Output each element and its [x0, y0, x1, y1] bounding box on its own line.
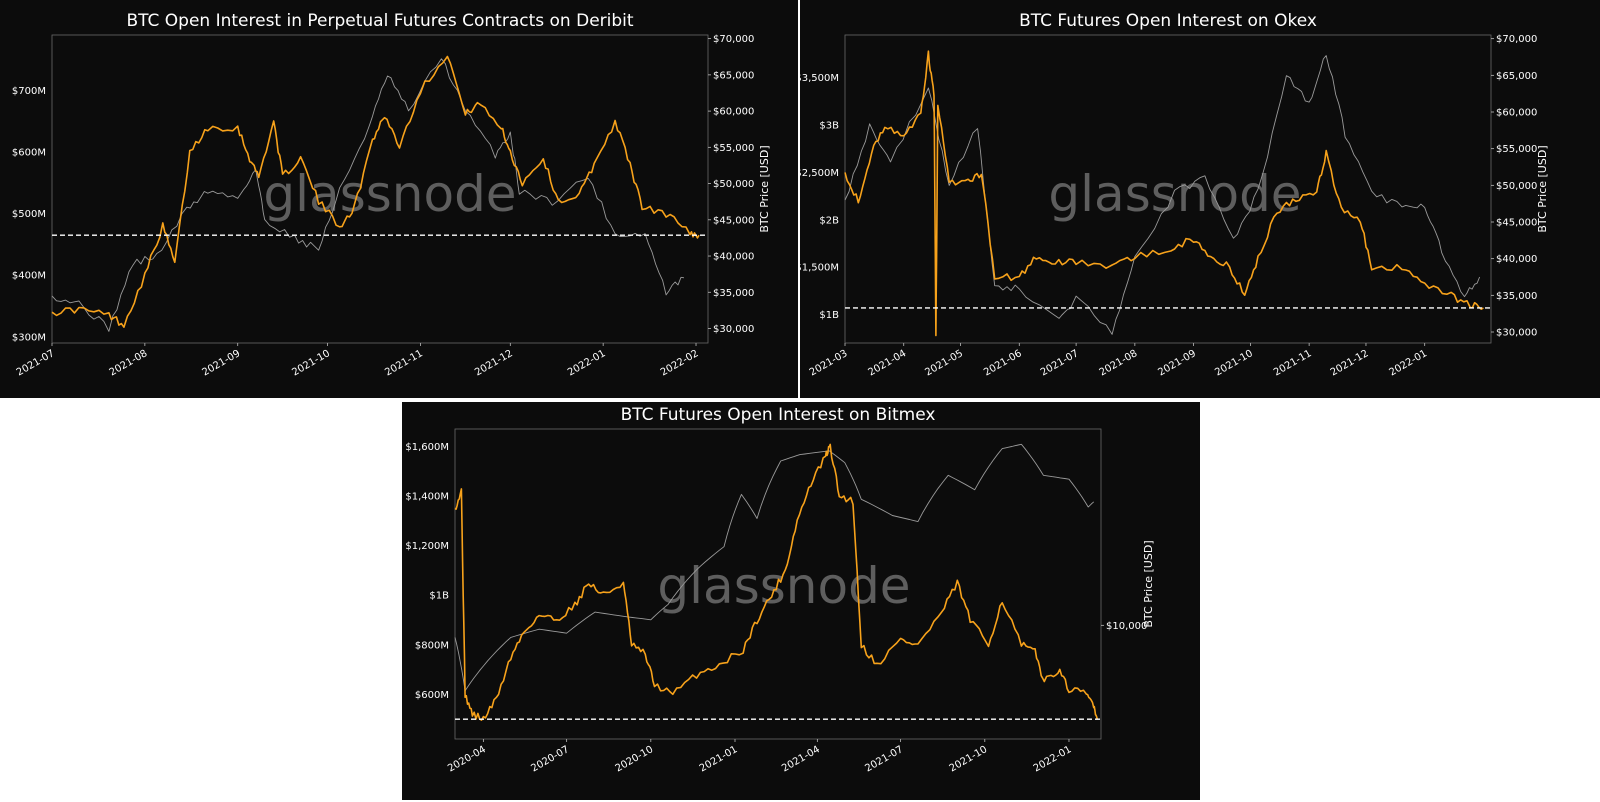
- left-tick-label: $3,500M: [800, 73, 839, 84]
- x-tick-label: 2021-06: [982, 348, 1024, 378]
- chart-title: BTC Futures Open Interest on Okex: [1019, 11, 1317, 31]
- x-tick-label: 2021-05: [923, 348, 965, 378]
- x-tick-label: 2021-08: [108, 348, 150, 378]
- right-tick-label: $55,000: [713, 143, 754, 154]
- btc-price-line: [454, 443, 1095, 692]
- right-tick-label: $40,000: [713, 252, 754, 263]
- chart-svg: BTC Open Interest in Perpetual Futures C…: [12, 11, 771, 378]
- left-tick-label: $700M: [12, 86, 46, 97]
- right-tick-label: $70,000: [713, 34, 754, 45]
- right-tick-label: $40,000: [1496, 254, 1537, 265]
- x-tick-label: 2021-09: [201, 348, 243, 378]
- right-tick-label: $45,000: [713, 215, 754, 226]
- watermark-logo: glassnode: [657, 557, 910, 615]
- left-tick-label: $1B: [819, 310, 839, 321]
- x-tick-label: 2021-08: [1098, 348, 1140, 378]
- left-tick-label: $1,400M: [405, 491, 449, 502]
- plot-frame: [51, 34, 709, 344]
- left-tick-label: $1B: [429, 591, 449, 602]
- right-axis-label: BTC Price [USD]: [1142, 540, 1155, 627]
- x-tick-label: 2021-04: [780, 744, 822, 774]
- x-tick-label: 2022-01: [1387, 348, 1429, 378]
- x-tick-label: 2020-10: [614, 744, 656, 774]
- x-tick-label: 2021-10: [948, 744, 990, 774]
- x-tick-label: 2021-12: [1329, 348, 1371, 378]
- x-tick-label: 2020-07: [529, 744, 571, 774]
- x-tick-label: 2021-01: [698, 744, 740, 774]
- right-tick-label: $70,000: [1496, 34, 1537, 45]
- x-tick-label: 2022-01: [566, 348, 608, 378]
- right-tick-label: $35,000: [1496, 291, 1537, 302]
- left-tick-label: $2B: [819, 215, 839, 226]
- plot-frame: [844, 34, 1492, 344]
- left-tick-label: $800M: [415, 640, 449, 651]
- watermark-logo: glassnode: [263, 165, 516, 223]
- btc-price-line: [844, 55, 1481, 335]
- x-tick-label: 2020-04: [446, 744, 488, 774]
- open-interest-line: [454, 443, 1099, 721]
- right-tick-label: $60,000: [1496, 108, 1537, 119]
- open-interest-line: [844, 50, 1484, 337]
- chart-title: BTC Open Interest in Perpetual Futures C…: [126, 11, 633, 31]
- chart-svg: BTC Futures Open Interest on Bitmex glass…: [405, 405, 1155, 774]
- x-tick-label: 2022-01: [1032, 744, 1074, 774]
- x-tick-label: 2021-12: [473, 348, 515, 378]
- plot-frame: [454, 428, 1102, 740]
- left-tick-label: $1,500M: [800, 263, 839, 274]
- left-tick-label: $1,600M: [405, 442, 449, 453]
- bitmex-chart-panel: BTC Futures Open Interest on Bitmex glass…: [402, 402, 1200, 800]
- x-tick-label: 2021-03: [808, 348, 850, 378]
- right-tick-label: $65,000: [713, 70, 754, 81]
- x-tick-label: 2021-09: [1156, 348, 1198, 378]
- right-tick-label: $50,000: [1496, 181, 1537, 192]
- left-tick-label: $300M: [12, 332, 46, 343]
- x-tick-label: 2021-07: [15, 348, 57, 378]
- left-tick-label: $400M: [12, 271, 46, 282]
- watermark-logo: glassnode: [1048, 165, 1301, 223]
- right-tick-label: $35,000: [713, 288, 754, 299]
- x-tick-label: 2022-02: [659, 348, 701, 378]
- x-tick-label: 2021-11: [383, 348, 425, 378]
- right-tick-label: $65,000: [1496, 71, 1537, 82]
- left-tick-label: $1,200M: [405, 541, 449, 552]
- x-tick-label: 2021-10: [1213, 348, 1255, 378]
- right-tick-label: $50,000: [713, 179, 754, 190]
- x-tick-label: 2021-11: [1272, 348, 1314, 378]
- x-tick-label: 2021-07: [1039, 348, 1081, 378]
- right-tick-label: $10,000: [1106, 621, 1147, 632]
- x-tick-label: 2021-04: [867, 348, 909, 378]
- x-tick-label: 2021-10: [290, 348, 332, 378]
- open-interest-line: [51, 55, 700, 328]
- btc-price-line: [51, 58, 685, 332]
- chart-svg: BTC Futures Open Interest on Okex glassno…: [800, 11, 1549, 378]
- left-tick-label: $500M: [12, 209, 46, 220]
- left-tick-label: $3B: [819, 121, 839, 132]
- right-axis-label: BTC Price [USD]: [758, 145, 771, 232]
- x-tick-label: 2021-07: [863, 744, 905, 774]
- right-tick-label: $30,000: [713, 324, 754, 335]
- right-tick-label: $45,000: [1496, 218, 1537, 229]
- deribit-chart-panel: BTC Open Interest in Perpetual Futures C…: [0, 0, 798, 398]
- right-tick-label: $30,000: [1496, 328, 1537, 339]
- left-tick-label: $600M: [12, 148, 46, 159]
- right-axis-label: BTC Price [USD]: [1536, 145, 1549, 232]
- left-tick-label: $2,500M: [800, 168, 839, 179]
- right-tick-label: $55,000: [1496, 144, 1537, 155]
- left-tick-label: $600M: [415, 690, 449, 701]
- chart-title: BTC Futures Open Interest on Bitmex: [621, 405, 936, 425]
- okex-chart-panel: BTC Futures Open Interest on Okex glassno…: [800, 0, 1600, 398]
- right-tick-label: $60,000: [713, 107, 754, 118]
